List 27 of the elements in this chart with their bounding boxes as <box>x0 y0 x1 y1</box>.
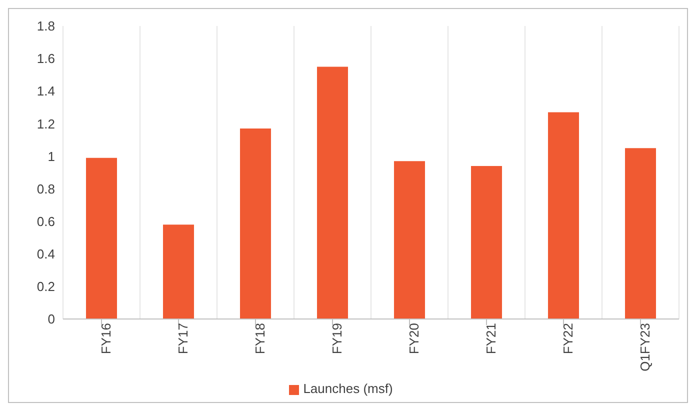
bar <box>317 66 348 319</box>
bar <box>548 112 579 319</box>
y-tick-label: 1.2 <box>36 116 55 132</box>
bar <box>86 158 117 319</box>
x-tick-label: FY17 <box>176 323 191 354</box>
legend-label: Launches (msf) <box>303 381 393 396</box>
bar <box>240 128 271 319</box>
y-tick-label: 0.8 <box>36 181 55 196</box>
y-tick-label: 0 <box>48 312 55 327</box>
y-tick-label: 1 <box>48 148 55 164</box>
y-tick-label: 1.6 <box>36 51 55 66</box>
bar <box>163 224 194 319</box>
x-tick-label: Q1FY23 <box>638 323 653 372</box>
x-tick-label: FY21 <box>484 323 499 354</box>
y-tick-label: 0.4 <box>36 246 55 262</box>
y-tick-label: 0.2 <box>36 279 55 294</box>
x-tick-label: FY22 <box>560 323 576 354</box>
bar <box>394 161 425 319</box>
y-tick-label: 0.6 <box>36 214 55 229</box>
bar <box>625 148 656 319</box>
y-tick-label: 1.8 <box>36 18 55 34</box>
x-tick-label: FY19 <box>330 323 345 354</box>
x-tick-label: FY16 <box>98 323 114 354</box>
x-tick-label: FY20 <box>406 323 422 354</box>
bar <box>471 166 502 319</box>
y-tick-label: 1.4 <box>36 84 55 99</box>
x-tick-label: FY18 <box>252 323 268 354</box>
